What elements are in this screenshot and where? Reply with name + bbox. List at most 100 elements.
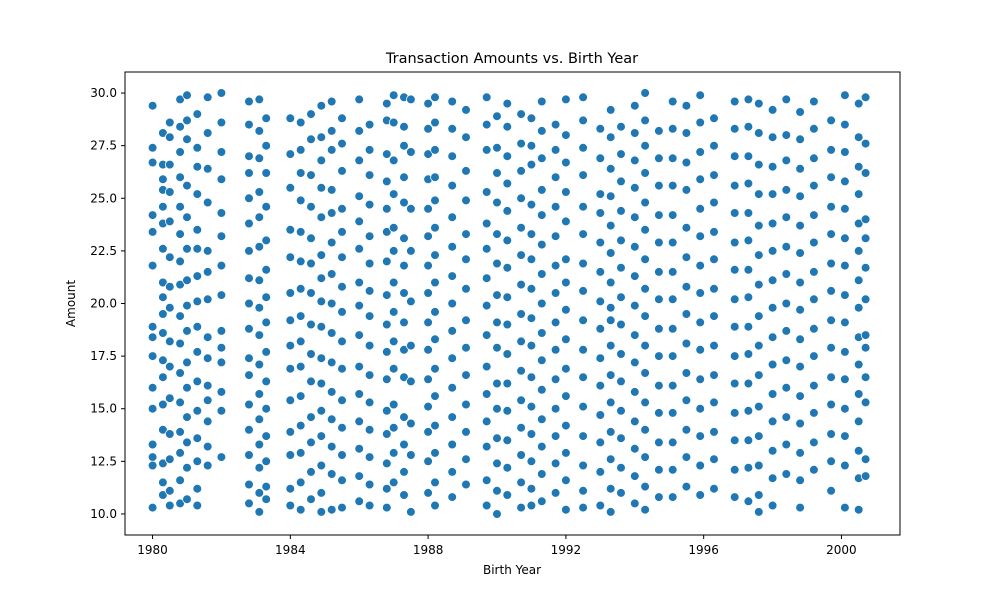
data-point [667,380,678,391]
data-point [326,96,337,107]
data-point [381,176,392,187]
data-point [826,372,836,383]
data-point [516,138,526,149]
data-point [430,477,440,488]
data-point [781,185,792,195]
data-point [481,361,492,372]
data-point [629,212,640,223]
data-point [423,374,433,385]
data-point [516,279,526,290]
data-point [729,124,740,134]
data-point [629,100,640,111]
data-point [709,140,719,151]
data-point [729,208,740,218]
data-point [654,408,664,418]
data-point [285,183,296,193]
data-point [516,336,526,347]
data-point [492,342,502,353]
data-point [306,437,316,448]
data-point [605,507,616,517]
data-point [516,365,526,376]
data-point [853,389,864,399]
data-point [536,153,547,164]
data-point [681,309,692,319]
data-point [492,197,502,208]
data-point [447,151,458,162]
x-axis-ticks: 1980 1984 1988 1992 1996 2000 [137,535,857,557]
data-point [147,143,158,153]
data-point [461,342,471,353]
data-point [388,90,399,100]
data-point [502,151,513,162]
data-point [840,260,850,271]
data-point [316,488,327,498]
data-point [326,185,337,195]
data-point [781,269,792,279]
data-point [502,262,513,273]
data-point [667,180,678,191]
data-point [175,147,185,157]
data-point [809,237,819,248]
data-point [381,290,392,300]
data-point [753,340,764,351]
data-point [681,128,692,138]
data-point [158,424,168,435]
data-point [306,109,316,119]
data-point [182,382,192,393]
data-point [860,138,871,149]
data-point [430,92,440,103]
data-point [595,410,606,420]
data-point [654,437,664,448]
data-point [709,397,719,408]
data-point [381,374,392,385]
data-point [605,248,616,258]
data-point [860,262,871,273]
data-point [447,412,458,422]
data-point [447,382,458,393]
data-point [753,460,764,471]
data-point [406,376,416,387]
data-point [667,267,678,277]
data-point [326,414,337,425]
data-point [709,427,719,437]
data-point [605,164,616,174]
data-point [192,225,203,235]
data-point [295,420,306,431]
data-point [399,140,409,151]
data-point [423,98,433,109]
data-point [681,424,692,435]
data-point [640,452,650,462]
data-point [667,210,678,220]
data-point [753,128,764,138]
data-point [406,94,416,105]
data-point [175,94,185,105]
data-point [354,94,365,105]
data-point [826,456,836,467]
data-point [364,340,375,351]
data-point [381,502,392,513]
data-point [616,319,626,330]
data-point [216,208,227,218]
chart-title: Transaction Amounts vs. Birth Year [385,51,638,67]
data-point [175,397,185,408]
data-point [795,418,805,429]
data-point [254,507,265,517]
data-point [753,370,764,380]
data-point [295,283,306,294]
data-point [285,395,296,406]
y-tick-label: 15.0 [90,402,117,416]
data-point [423,401,433,412]
x-tick-label: 1984 [275,543,306,557]
data-point [667,323,678,334]
data-point [840,204,850,214]
data-point [337,138,347,149]
y-tick-label: 10.0 [90,507,117,521]
data-point [616,149,626,159]
data-point [654,267,664,277]
data-point [629,471,640,481]
data-point [254,439,265,450]
data-point [216,147,227,157]
data-point [254,488,265,498]
data-point [550,172,561,183]
data-point [561,277,571,288]
